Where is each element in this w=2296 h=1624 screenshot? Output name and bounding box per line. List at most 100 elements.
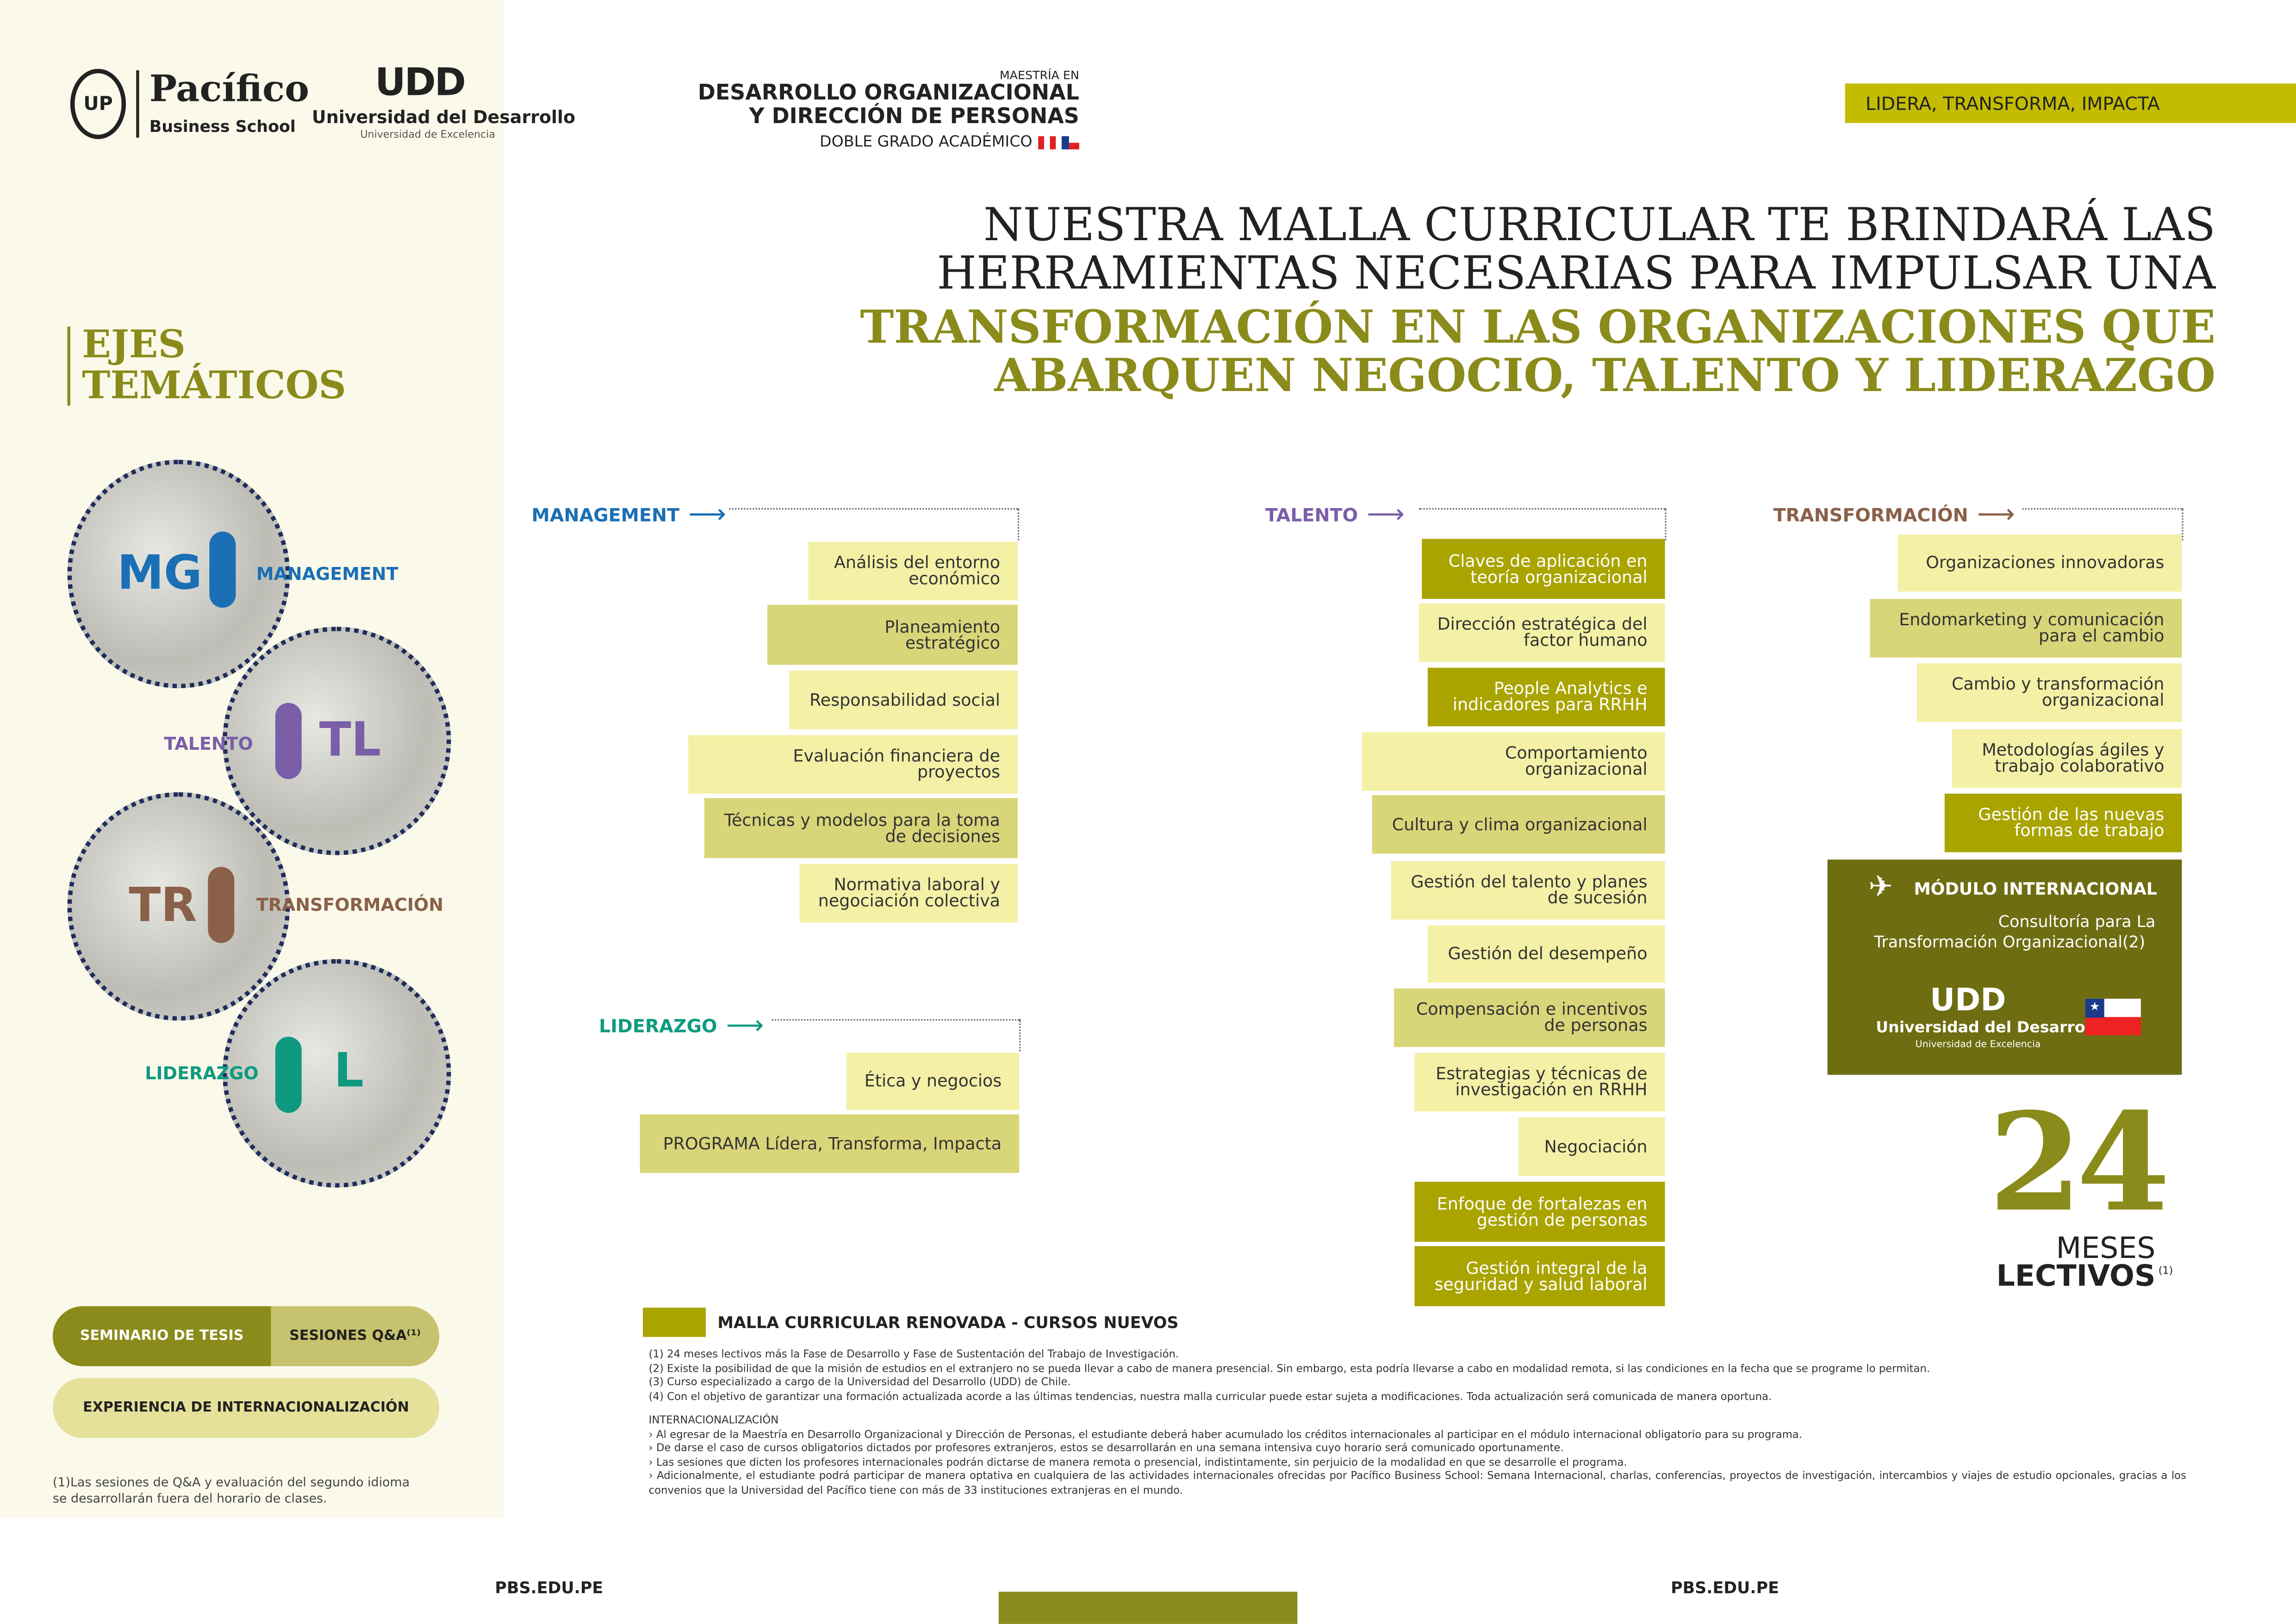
course-label: Planeamiento estratégico bbox=[884, 616, 1001, 653]
talento-label: TALENTO bbox=[164, 734, 253, 754]
intl-item-4: › Adicionalmente, el estudiante podrá pa… bbox=[648, 1468, 2186, 1496]
modulo-internacional: ✈ MÓDULO INTERNACIONAL Consultoría para … bbox=[1827, 859, 2182, 1075]
liderazgo-label: LIDERAZGO bbox=[145, 1063, 259, 1084]
dotted-connector bbox=[1019, 1019, 1021, 1052]
arrow-right-icon: ⟶ bbox=[688, 499, 726, 530]
dotted-connector bbox=[1017, 508, 1020, 541]
liderazgo-title-text: LIDERAZGO bbox=[599, 1014, 717, 1037]
l-abbr: L bbox=[334, 1042, 364, 1098]
modulo-desc2: Transformación Organizacional(2) bbox=[1874, 933, 2146, 952]
course-label: Claves de aplicación en teoría organizac… bbox=[1448, 550, 1648, 587]
course-talento: Comportamiento organizacional bbox=[1362, 732, 1665, 791]
course-talento: Gestión integral de la seguridad y salud… bbox=[1414, 1246, 1665, 1307]
experiencia-pill: EXPERIENCIA DE INTERNACIONALIZACIÓN bbox=[52, 1378, 440, 1438]
legend-text: MALLA CURRICULAR RENOVADA - CURSOS NUEVO… bbox=[717, 1313, 1179, 1333]
meses-number: 24 bbox=[1988, 1083, 2170, 1242]
course-label: Análisis del entorno económico bbox=[834, 552, 1001, 589]
course-label: Endomarketing y comunicación para el cam… bbox=[1899, 609, 2165, 646]
course-label: Comportamiento organizacional bbox=[1505, 742, 1648, 779]
liderazgo-column-title: LIDERAZGO ⟶ bbox=[599, 1010, 764, 1041]
course-management: Evaluación financiera de proyectos bbox=[688, 735, 1018, 794]
course-label: Normativa laboral y negociación colectiv… bbox=[818, 874, 1001, 911]
course-management: Análisis del entorno económico bbox=[808, 541, 1018, 601]
slogan-banner: LIDERA, TRANSFORMA, IMPACTA bbox=[1845, 83, 2296, 123]
program-line1: DESARROLLO ORGANIZACIONAL bbox=[697, 82, 1079, 106]
footer-link-right[interactable]: PBS.EDU.PE bbox=[1671, 1578, 1779, 1598]
arrow-right-icon: ⟶ bbox=[1367, 499, 1405, 530]
course-transformacion: Metodologías ágiles y trabajo colaborati… bbox=[1952, 729, 2182, 788]
peru-flag-icon bbox=[1038, 135, 1056, 149]
headline-line2: HERRAMIENTAS NECESARIAS PARA IMPULSAR UN… bbox=[937, 247, 2216, 300]
pacifico-seal-icon: UP bbox=[70, 68, 126, 139]
footer-bar bbox=[998, 1592, 1298, 1624]
talento-column-title: TALENTO ⟶ bbox=[1265, 499, 1405, 530]
pacifico-sub: Business School bbox=[149, 117, 296, 137]
intl-item-1: › Al egresar de la Maestría en Desarroll… bbox=[648, 1427, 1802, 1440]
course-management: Técnicas y modelos para la toma de decis… bbox=[704, 798, 1018, 859]
footnote-1: (1) 24 meses lectivos más la Fase de Des… bbox=[648, 1347, 1179, 1361]
transformacion-column-title: TRANSFORMACIÓN ⟶ bbox=[1773, 499, 2015, 530]
course-talento: People Analytics e indicadores para RRHH bbox=[1427, 667, 1665, 727]
udd-tag: Universidad de Excelencia bbox=[360, 129, 495, 141]
chile-flag-icon bbox=[1061, 135, 1079, 149]
ejes-title-2: TEMÁTICOS bbox=[82, 364, 346, 409]
footnote-3: (3) Curso especializado a cargo de la Un… bbox=[648, 1375, 1071, 1388]
footnote-2: (2) Existe la posibilidad de que la misi… bbox=[648, 1361, 1930, 1375]
course-label: Gestión del talento y planes de sucesión bbox=[1411, 871, 1648, 908]
course-label: Metodologías ágiles y trabajo colaborati… bbox=[1982, 739, 2165, 776]
tr-abbr: TR bbox=[129, 877, 197, 933]
modulo-title: MÓDULO INTERNACIONAL bbox=[1914, 878, 2158, 899]
course-label: Estrategias y técnicas de investigación … bbox=[1436, 1063, 1648, 1100]
course-label: Evaluación financiera de proyectos bbox=[793, 745, 1001, 782]
course-label: Gestión de las nuevas formas de trabajo bbox=[1978, 804, 2165, 841]
course-management: Normativa laboral y negociación colectiv… bbox=[799, 864, 1018, 923]
course-label: Gestión del desempeño bbox=[1448, 943, 1648, 964]
headline-line4: ABARQUEN NEGOCIO, TALENTO Y LIDERAZGO bbox=[994, 350, 2216, 403]
course-transformacion: Organizaciones innovadoras bbox=[1898, 534, 2182, 592]
udd-name: Universidad del Desarrollo bbox=[311, 106, 576, 128]
headline: NUESTRA MALLA CURRICULAR TE BRINDARÁ LAS… bbox=[860, 199, 2216, 403]
dotted-connector bbox=[2022, 508, 2182, 510]
course-management: Planeamiento estratégico bbox=[767, 604, 1018, 665]
transformacion-label: TRANSFORMACIÓN bbox=[256, 895, 443, 915]
management-label: MANAGEMENT bbox=[256, 564, 398, 585]
course-transformacion: Gestión de las nuevas formas de trabajo bbox=[1944, 793, 2182, 852]
l-pill bbox=[275, 1037, 302, 1113]
management-column-title: MANAGEMENT ⟶ bbox=[532, 499, 726, 530]
ejes-title-1: EJES bbox=[82, 324, 186, 368]
chile-flag-icon: ★ bbox=[2085, 998, 2141, 1035]
course-label: Ética y negocios bbox=[864, 1070, 1002, 1091]
headline-line1: NUESTRA MALLA CURRICULAR TE BRINDARÁ LAS bbox=[983, 199, 2216, 252]
modulo-udd-tag: Universidad de Excelencia bbox=[1915, 1038, 2041, 1050]
footer-link-left[interactable]: PBS.EDU.PE bbox=[495, 1578, 604, 1598]
management-title-text: MANAGEMENT bbox=[531, 504, 680, 526]
program-title: MAESTRÍA EN DESARROLLO ORGANIZACIONAL Y … bbox=[615, 69, 1079, 151]
course-label: PROGRAMA Lídera, Transforma, Impacta bbox=[663, 1132, 1002, 1153]
talento-photo bbox=[222, 627, 451, 855]
management-photo bbox=[67, 460, 290, 689]
course-talento: Gestión del desempeño bbox=[1427, 925, 1665, 983]
course-liderazgo: PROGRAMA Lídera, Transforma, Impacta bbox=[640, 1114, 1020, 1173]
headline-line3: TRANSFORMACIÓN EN LAS ORGANIZACIONES QUE bbox=[860, 301, 2216, 355]
sesiones-qa: SESIONES Q&A⁽¹⁾ bbox=[289, 1328, 421, 1344]
transformacion-title-text: TRANSFORMACIÓN bbox=[1773, 504, 1968, 526]
airplane-icon: ✈ bbox=[1868, 868, 1893, 904]
arrow-right-icon: ⟶ bbox=[1977, 499, 2015, 530]
left-note: (1)Las sesiones de Q&A y evaluación del … bbox=[53, 1476, 410, 1506]
tr-pill bbox=[208, 867, 235, 943]
course-management: Responsabilidad social bbox=[789, 671, 1018, 729]
course-label: Gestión integral de la seguridad y salud… bbox=[1434, 1257, 1648, 1294]
tl-pill bbox=[275, 703, 302, 779]
course-talento: Enfoque de fortalezas en gestión de pers… bbox=[1414, 1182, 1665, 1242]
course-transformacion: Cambio y transformación organizacional bbox=[1916, 663, 2182, 722]
course-talento: Compensación e incentivos de personas bbox=[1394, 988, 1665, 1047]
course-talento: Gestión del talento y planes de sucesión bbox=[1391, 861, 1665, 920]
seminario-tesis: SEMINARIO DE TESIS bbox=[52, 1306, 271, 1367]
pacifico-logo: Pacífico bbox=[149, 67, 309, 110]
course-liderazgo: Ética y negocios bbox=[846, 1052, 1020, 1110]
course-talento: Cultura y clima organizacional bbox=[1372, 795, 1665, 854]
course-label: Enfoque de fortalezas en gestión de pers… bbox=[1437, 1193, 1648, 1230]
course-label: Cambio y transformación organizacional bbox=[1951, 673, 2165, 710]
legend-swatch bbox=[642, 1307, 706, 1337]
